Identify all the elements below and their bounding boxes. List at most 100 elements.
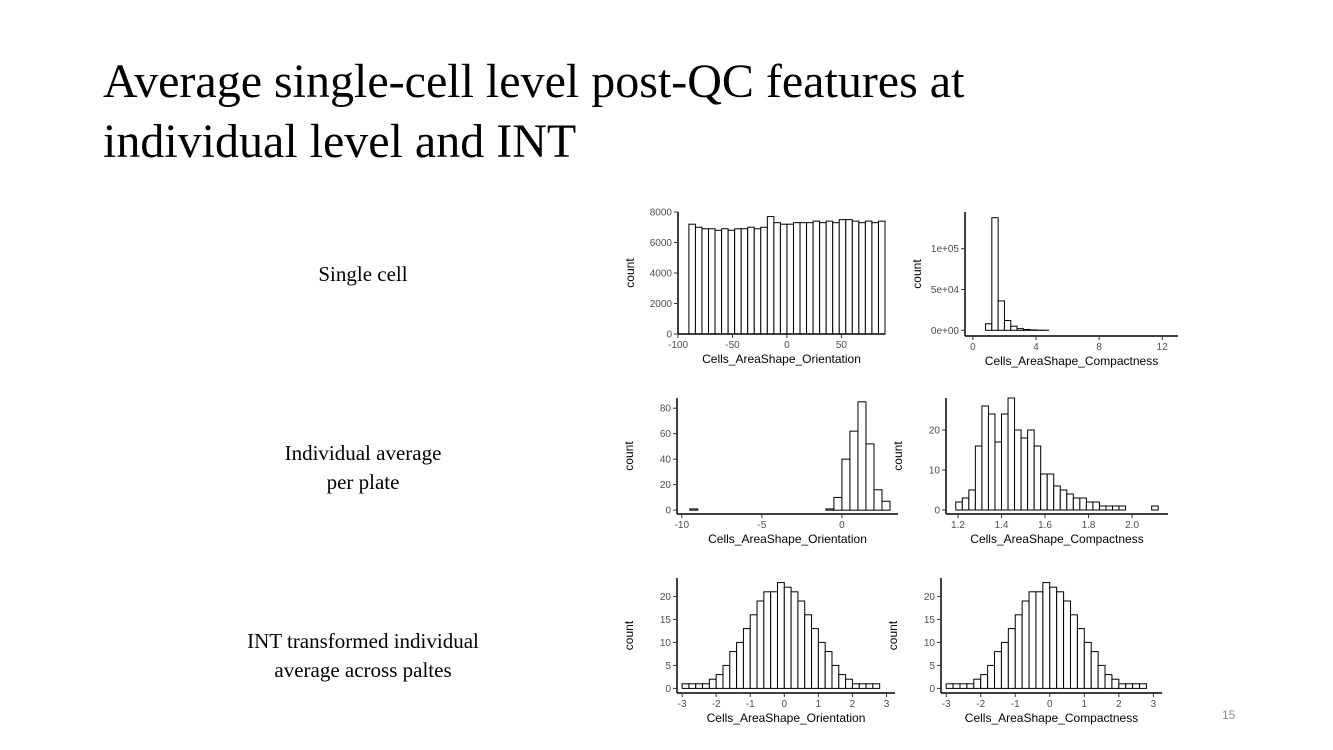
histogram-bar [985, 323, 993, 331]
x-tick-label: -5 [757, 520, 766, 531]
histogram-bar [1010, 325, 1018, 331]
x-axis-title: Cells_AreaShape_Orientation [702, 352, 861, 366]
histogram-bar [742, 628, 751, 689]
y-tick-label: 0e+00 [931, 326, 960, 337]
y-tick-label: 5 [665, 661, 671, 672]
histogram-bar [1007, 628, 1016, 689]
histogram-bar [981, 405, 989, 511]
x-tick-label: 0 [782, 699, 788, 710]
page-number: 15 [1222, 708, 1236, 722]
histogram-bar [945, 683, 954, 689]
histogram-bar [689, 508, 699, 511]
histogram-bar [812, 220, 821, 335]
histogram-bar [790, 591, 799, 689]
histogram-bar [736, 641, 744, 689]
x-axis-title: Cells_AreaShape_Orientation [708, 532, 867, 546]
y-tick-label: 5e+04 [931, 285, 960, 296]
histogram-bar [1022, 328, 1031, 331]
histogram-bar [997, 300, 1005, 331]
histogram-bar [753, 228, 762, 335]
histogram-bar [817, 641, 826, 689]
histogram-bar [1076, 628, 1085, 689]
histogram-bar [1046, 473, 1055, 511]
x-tick-label: -50 [725, 340, 740, 351]
x-tick-label: -2 [712, 699, 721, 710]
y-tick-label: 2000 [650, 299, 673, 310]
histogram-bar [1105, 505, 1113, 511]
x-tick-label: 1.6 [1038, 520, 1052, 531]
histogram-bar [776, 582, 785, 689]
histogram-bar [1139, 683, 1147, 689]
y-tick-label: 0 [934, 506, 940, 517]
histogram-bar [786, 223, 794, 335]
histogram-bar [1085, 501, 1094, 511]
histogram-bar [1066, 493, 1074, 511]
histogram-bar [864, 220, 873, 335]
histogram-bar [708, 678, 717, 689]
histogram-bar [841, 458, 851, 511]
histogram-bar [694, 226, 703, 335]
histogram-bar [1049, 586, 1058, 689]
x-tick-label: -3 [678, 699, 687, 710]
x-tick-label: 1 [1082, 699, 1088, 710]
histogram-bar [1000, 641, 1009, 689]
histogram-bar [994, 441, 1002, 511]
histogram-bar [1098, 505, 1107, 511]
row-label: average across paltes [274, 658, 451, 682]
histogram-bar [974, 445, 983, 511]
histogram-bar [832, 222, 840, 335]
x-tick-label: 1 [816, 699, 822, 710]
histogram-bar [721, 228, 729, 335]
histogram-bar [773, 222, 781, 335]
histogram-bar [749, 614, 758, 689]
histogram-bar [1090, 651, 1099, 689]
histogram-bar [872, 683, 881, 689]
histogram-bar [831, 664, 840, 689]
x-tick-label: 50 [836, 340, 848, 351]
histogram-bar [708, 228, 716, 335]
histogram-bar [756, 600, 765, 689]
x-tick-label: 0 [1047, 699, 1053, 710]
y-tick-label: 10 [929, 466, 941, 477]
histogram-bar [865, 443, 875, 511]
histogram-bar [1083, 641, 1092, 689]
histogram-bar [1040, 473, 1048, 511]
histogram-bar [715, 674, 724, 689]
histogram-bar [980, 674, 989, 689]
histogram-bar [851, 683, 860, 689]
histogram-bar [1021, 600, 1030, 689]
row-label: per plate [327, 470, 400, 494]
x-tick-label: -3 [942, 699, 951, 710]
x-tick-label: 2.0 [1125, 520, 1139, 531]
x-tick-label: -10 [675, 520, 690, 531]
histogram-bar [1059, 489, 1068, 511]
histogram-bar [871, 222, 879, 335]
histogram-bar [747, 226, 755, 335]
histogram-bar [973, 678, 982, 689]
slide-title: individual level and INT [103, 115, 576, 168]
histogram-bar [1027, 429, 1035, 511]
x-tick-label: 8 [1096, 342, 1102, 353]
histogram-bar [806, 222, 814, 335]
histogram-bar [811, 628, 819, 689]
y-tick-label: 0 [929, 684, 935, 695]
x-tick-label: 1.8 [1082, 520, 1096, 531]
histogram-bar [833, 496, 843, 511]
histogram-bar [1151, 505, 1159, 511]
histogram-bar [1001, 413, 1009, 511]
histogram-bar [1053, 485, 1061, 511]
histogram-bar [1069, 614, 1078, 689]
histogram-bar [1014, 429, 1022, 511]
histogram-bar [1118, 683, 1127, 689]
histogram-bar [770, 591, 778, 689]
histogram-bar [1014, 614, 1023, 689]
x-axis-title: Cells_AreaShape_Orientation [707, 711, 866, 725]
histogram-bar [688, 223, 696, 335]
x-tick-label: 3 [1151, 699, 1157, 710]
x-axis-title: Cells_AreaShape_Compactness [970, 532, 1143, 546]
y-axis-title: count [623, 258, 637, 288]
histogram-bar [779, 223, 788, 335]
x-tick-label: -100 [668, 340, 688, 351]
x-tick-label: 0 [784, 340, 790, 351]
y-axis-title: count [886, 620, 900, 650]
